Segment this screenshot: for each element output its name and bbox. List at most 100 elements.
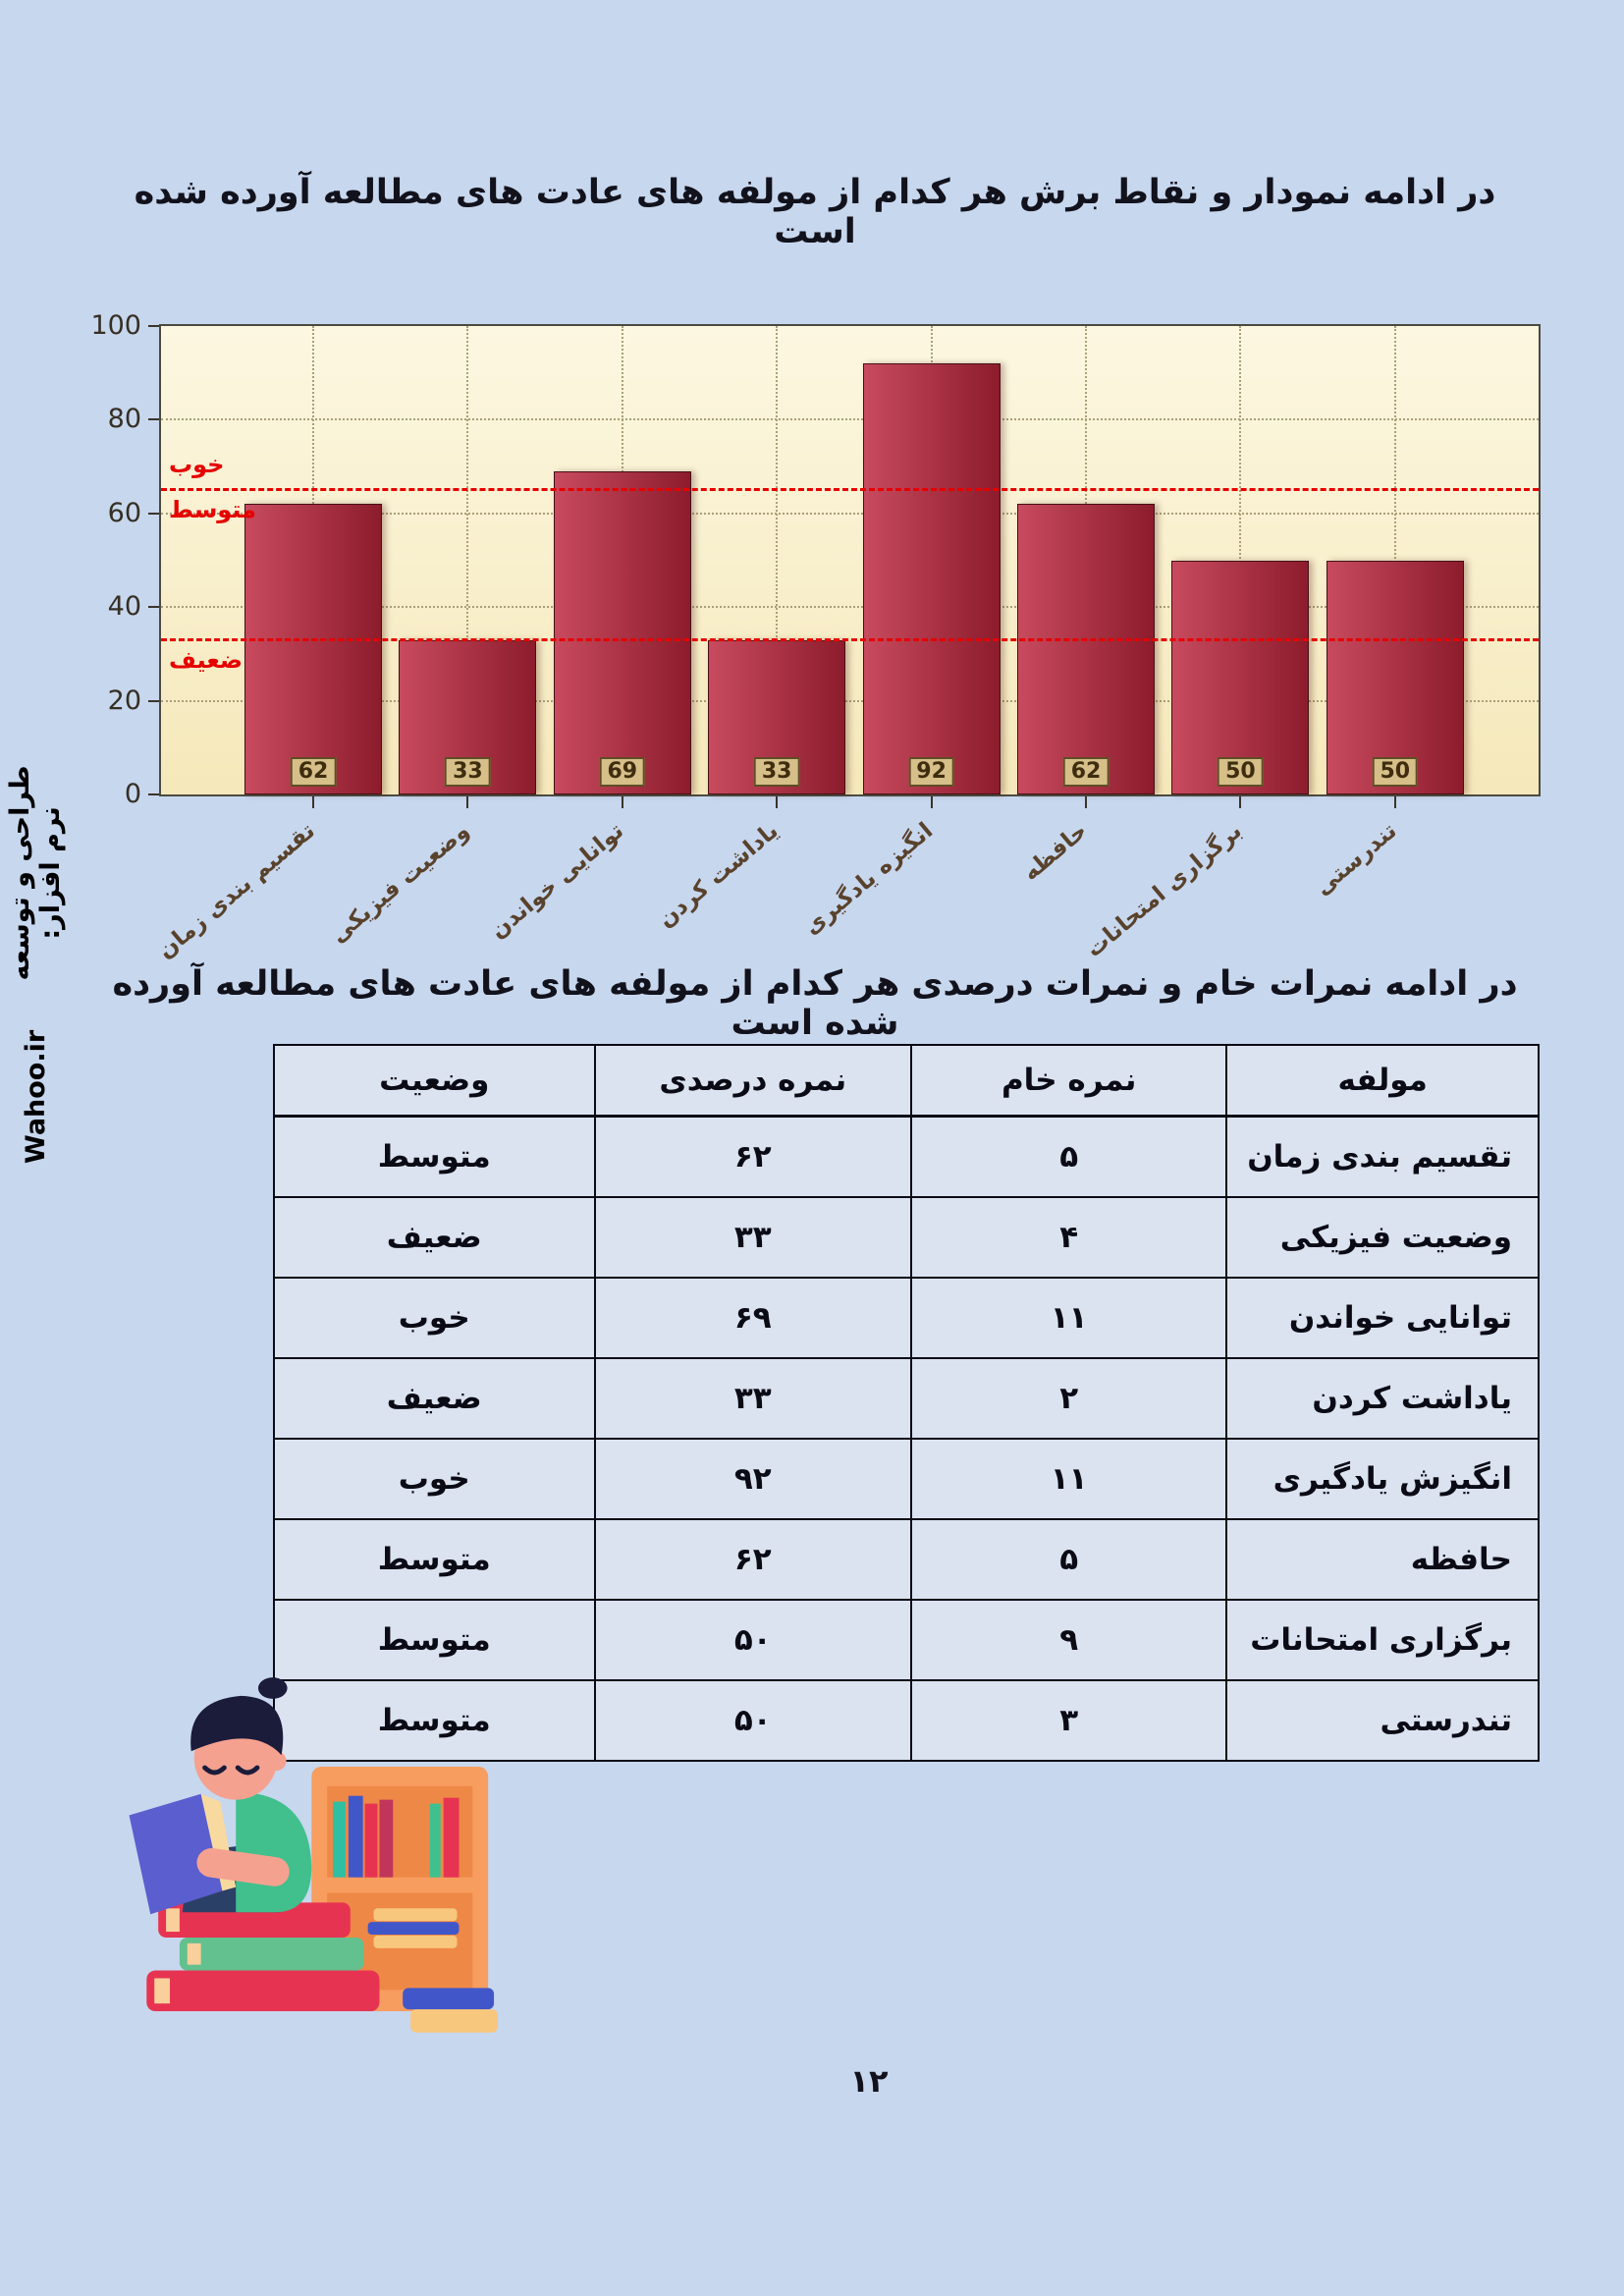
component-cell: انگیزش یادگیری <box>1225 1438 1540 1520</box>
bar-chart-plot: 0 20 40 60 80 100 62 تقسیم بندی زمان 33 وضعیت فیز… <box>90 310 1541 964</box>
percent-score-cell: ۹۲ <box>593 1438 913 1520</box>
raw-score-cell: ۵ <box>909 1518 1228 1601</box>
x-axis-category-label: توانایی خواندن <box>485 818 629 945</box>
component-cell: توانایی خواندن <box>1225 1277 1540 1359</box>
x-axis-tick <box>1239 796 1242 808</box>
x-axis-category-label: تندرستی <box>1310 818 1402 902</box>
cut-line-label: ضعیف <box>169 645 244 674</box>
y-axis-tick <box>148 512 159 515</box>
bar-value-label: 50 <box>1372 757 1419 787</box>
table-row: تقسیم بندی زمان ۵ ۶۲ متوسط <box>273 1115 1540 1198</box>
y-axis-label: 20 <box>107 684 141 716</box>
cut-line-label: متوسط <box>169 495 257 523</box>
table-row: یاداشت کردن ۲ ۳۳ ضعیف <box>273 1357 1540 1440</box>
status-cell: متوسط <box>273 1518 596 1601</box>
x-axis-tick <box>930 796 933 808</box>
status-cell: متوسط <box>273 1679 596 1762</box>
percent-score-cell: ۶۲ <box>593 1518 913 1601</box>
reading-boy-illustration <box>129 1677 498 2033</box>
y-axis-label: 80 <box>107 404 141 435</box>
x-axis-category-label: برگزاری امتحانات <box>1081 818 1248 963</box>
status-cell: متوسط <box>273 1115 596 1198</box>
status-cell: متوسط <box>273 1599 596 1681</box>
header-percent-score: نمره درصدی <box>593 1044 913 1118</box>
x-axis-tick <box>466 796 469 808</box>
raw-score-cell: ۱۱ <box>909 1438 1228 1520</box>
raw-score-cell: ۵ <box>909 1115 1228 1198</box>
component-cell: تقسیم بندی زمان <box>1225 1115 1540 1198</box>
table-header-row: مولفه نمره خام نمره درصدی وضعیت <box>273 1044 1540 1118</box>
y-axis-label: 60 <box>107 497 141 528</box>
x-axis-category-label: حافظه <box>1018 818 1093 887</box>
raw-score-cell: ۳ <box>909 1679 1228 1762</box>
bar-value-label: 62 <box>1062 757 1110 787</box>
y-axis-tick <box>148 606 159 609</box>
cut-line-label: خوب <box>169 450 225 478</box>
developer-credit-brand: Wahoo.ir <box>20 1029 51 1164</box>
bar: 69 <box>553 470 691 794</box>
h-gridline <box>161 699 1539 702</box>
table-row: حافظه ۵ ۶۲ متوسط <box>273 1518 1540 1601</box>
y-axis-tick <box>148 699 159 702</box>
x-axis-tick <box>312 796 314 808</box>
v-gridline <box>776 326 779 794</box>
status-cell: ضعیف <box>273 1196 596 1279</box>
cut-line <box>161 638 1539 642</box>
h-gridline <box>161 606 1539 609</box>
x-axis-tick <box>621 796 623 808</box>
percent-score-cell: ۳۳ <box>593 1196 913 1279</box>
cut-line <box>161 488 1539 492</box>
h-gridline <box>161 418 1539 421</box>
raw-score-cell: ۲ <box>909 1357 1228 1440</box>
y-axis-label: 0 <box>124 779 141 809</box>
component-cell: وضعیت فیزیکی <box>1225 1196 1540 1279</box>
table-row: توانایی خواندن ۱۱ ۶۹ خوب <box>273 1277 1540 1359</box>
component-cell: تندرستی <box>1225 1679 1540 1762</box>
y-axis-tick <box>148 793 159 795</box>
bar-value-label: 33 <box>753 757 800 787</box>
page-number: ۱۲ <box>849 2062 889 2100</box>
bar-value-label: 62 <box>290 757 337 787</box>
h-gridline <box>161 512 1539 515</box>
x-axis-category-label: یاداشت کردن <box>653 818 784 934</box>
x-axis-tick <box>776 796 779 808</box>
y-axis-label: 40 <box>107 591 141 623</box>
table-row: تندرستی ۳ ۵۰ متوسط <box>273 1679 1540 1762</box>
percent-score-cell: ۶۲ <box>593 1115 913 1198</box>
x-axis-tick <box>1393 796 1396 808</box>
percent-score-cell: ۵۰ <box>593 1679 913 1762</box>
table-row: انگیزش یادگیری ۱۱ ۹۲ خوب <box>273 1438 1540 1520</box>
status-cell: خوب <box>273 1277 596 1359</box>
bar: 33 <box>399 639 537 794</box>
raw-score-cell: ۱۱ <box>909 1277 1228 1359</box>
status-cell: خوب <box>273 1438 596 1520</box>
header-raw-score: نمره خام <box>909 1044 1228 1118</box>
percent-score-cell: ۶۹ <box>593 1277 913 1359</box>
x-axis-tick <box>1085 796 1087 808</box>
developer-credit-text: طراحی و توسعه نرم افزار: <box>5 765 66 981</box>
percent-score-cell: ۵۰ <box>593 1599 913 1681</box>
book-stack <box>146 1902 380 2012</box>
v-gridline <box>466 326 469 794</box>
x-axis-category-label: تقسیم بندی زمان <box>152 818 320 964</box>
raw-score-cell: ۹ <box>909 1599 1228 1681</box>
component-cell: برگزاری امتحانات <box>1225 1599 1540 1681</box>
bar: 50 <box>1326 560 1464 794</box>
chart-section-title: در ادامه نمودار و نقاط برش هر کدام از مو… <box>134 173 1496 251</box>
bar-value-label: 92 <box>908 757 954 787</box>
bar-value-label: 50 <box>1218 757 1264 787</box>
y-axis-tick <box>148 418 159 421</box>
table-row: وضعیت فیزیکی ۴ ۳۳ ضعیف <box>273 1196 1540 1279</box>
header-status: وضعیت <box>273 1044 596 1118</box>
bar: 62 <box>244 504 382 794</box>
table-row: برگزاری امتحانات ۹ ۵۰ متوسط <box>273 1599 1540 1681</box>
bar-value-label: 69 <box>599 757 646 787</box>
bar: 50 <box>1171 560 1310 794</box>
boy <box>129 1677 312 1915</box>
y-axis-tick <box>148 325 159 327</box>
x-axis-category-label: وضعیت فیزیکی <box>326 818 475 949</box>
component-cell: حافظه <box>1225 1518 1540 1601</box>
raw-score-cell: ۴ <box>909 1196 1228 1279</box>
developer-credit: طراحی و توسعه نرم افزار: Wahoo.ir <box>5 741 66 1164</box>
